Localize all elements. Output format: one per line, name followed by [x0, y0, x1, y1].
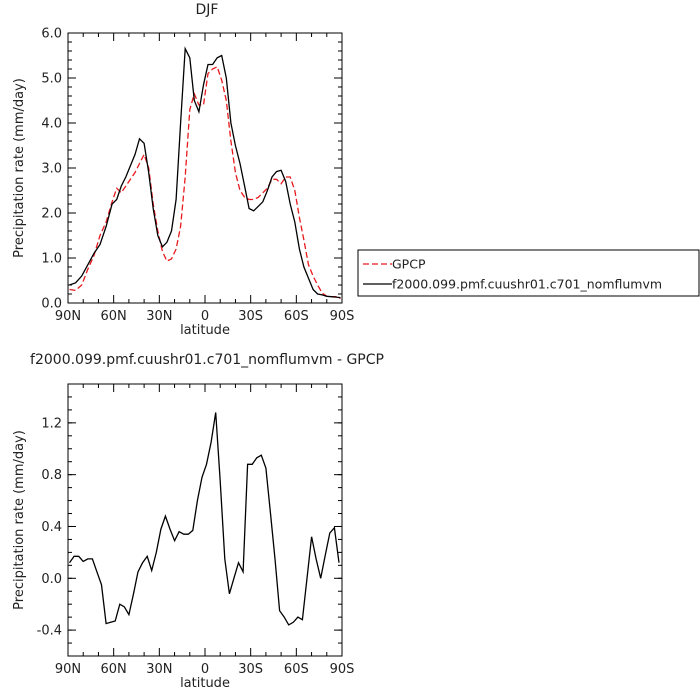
- legend-label-0: GPCP: [392, 257, 426, 272]
- chart1-xtick-label-4: 30S: [238, 309, 263, 324]
- legend-label-1: f2000.099.pmf.cuushr01.c701_nomflumvm: [392, 277, 662, 292]
- chart2-ytick-label-3: 0.8: [41, 468, 62, 483]
- chart2-series-line-0: [68, 412, 340, 626]
- chart1-ytick-label-5: 5.0: [41, 72, 62, 87]
- legend-box: [357, 249, 700, 297]
- chart1-ytick-label-2: 2.0: [41, 207, 62, 222]
- chart2-ylabel: Precipitation rate (mm/day): [12, 430, 27, 610]
- chart1-ytick-label-0: 0.0: [41, 297, 62, 312]
- chart2-ytick-label-2: 0.4: [41, 520, 62, 535]
- chart1-ytick-label-1: 1.0: [41, 252, 62, 267]
- chart2-xlabel: latitude: [180, 676, 230, 691]
- chart2-ytick-label-4: 1.2: [41, 416, 62, 431]
- chart1-xtick-label-3: 0: [201, 309, 209, 324]
- chart1-ytick-label-4: 4.0: [41, 117, 62, 132]
- chart1-xtick-label-0: 90N: [55, 309, 81, 324]
- chart1-xtick-label-1: 60N: [101, 309, 127, 324]
- chart2-xtick-label-1: 60N: [101, 662, 127, 677]
- chart1-series-line-1: [69, 46, 341, 299]
- chart1-series-line-0: [69, 65, 341, 300]
- chart2-frame: [67, 383, 343, 657]
- chart1-ylabel: Precipitation rate (mm/day): [12, 78, 27, 258]
- chart1-xtick-label-6: 90S: [330, 309, 355, 324]
- chart1-xtick-label-5: 60S: [284, 309, 309, 324]
- chart1-frame: [67, 32, 343, 304]
- chart2-ytick-label-0: -0.4: [37, 624, 62, 639]
- chart2-ytick-label-1: 0.0: [41, 572, 62, 587]
- chart1-title: DJF: [196, 2, 219, 18]
- chart1-ytick-label-6: 6.0: [41, 27, 62, 42]
- chart2-xtick-label-4: 30S: [238, 662, 263, 677]
- chart1-ytick-label-3: 3.0: [41, 162, 62, 177]
- chart1-plot: 90N 60N 30N 0 30S 60S 90S 0.0 1.0 2.0 3.0 4.0 5.0 6.0…: [12, 27, 354, 339]
- chart1-xlabel: latitude: [180, 323, 230, 338]
- chart2-xtick-label-5: 60S: [284, 662, 309, 677]
- chart1-xtick-label-2: 30N: [146, 309, 172, 324]
- chart2-xtick-label-6: 90S: [330, 662, 355, 677]
- chart2-xtick-label-2: 30N: [146, 662, 172, 677]
- chart2-plot: 90N 60N 30N 0 30S 60S 90S -0.4 0.0 0.4 0.8 1.2 latit…: [12, 383, 355, 691]
- chart1-legend: GPCP f2000.099.pmf.cuushr01.c701_nomflumv…: [357, 249, 700, 297]
- chart2-title: f2000.099.pmf.cuushr01.c701_nomflumvm - …: [30, 352, 384, 368]
- chart2-xtick-label-3: 0: [201, 662, 209, 677]
- chart2-xtick-label-0: 90N: [55, 662, 81, 677]
